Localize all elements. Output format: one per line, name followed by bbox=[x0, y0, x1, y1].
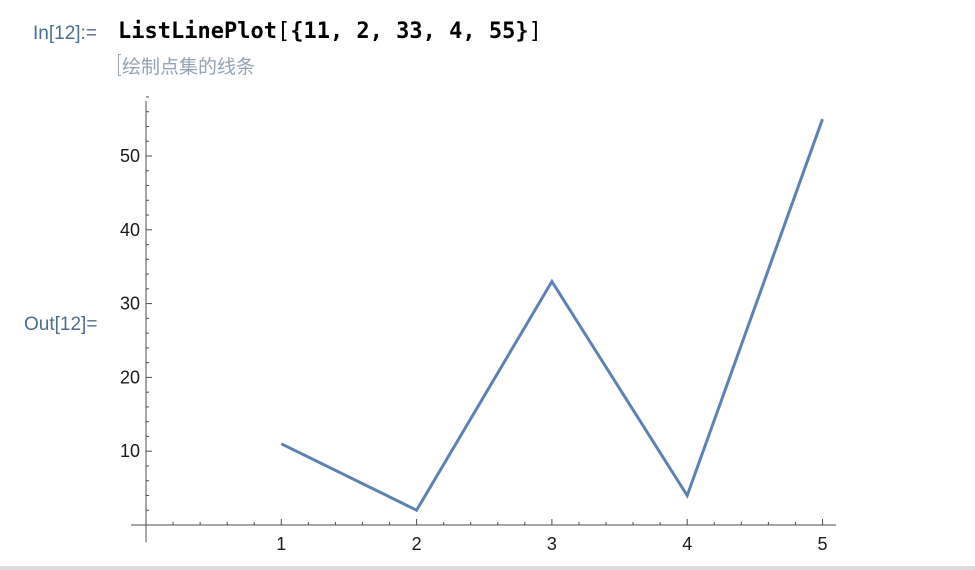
series-line bbox=[280, 118, 824, 513]
autocomplete-hint[interactable]: 绘制点集的线条 bbox=[118, 52, 255, 78]
function-arguments: {11, 2, 33, 4, 55} bbox=[290, 19, 529, 44]
plot-axes: 1 2 3 4 5 10 20 30 40 50 bbox=[120, 96, 837, 554]
function-name: ListLinePlot bbox=[118, 19, 277, 44]
x-tick-label: 5 bbox=[817, 534, 827, 554]
x-tick-label: 3 bbox=[547, 534, 557, 554]
x-tick-label: 4 bbox=[682, 534, 692, 554]
y-tick-label: 10 bbox=[120, 441, 140, 461]
y-tick-label: 50 bbox=[120, 146, 140, 166]
input-cell-label: In[12]:= bbox=[33, 23, 97, 44]
y-tick-label: 30 bbox=[120, 294, 140, 314]
x-tick-label: 2 bbox=[412, 534, 422, 554]
open-bracket: [ bbox=[276, 19, 291, 44]
y-tick-label: 40 bbox=[120, 220, 140, 240]
hint-text: 绘制点集的线条 bbox=[122, 55, 256, 78]
cell-separator bbox=[0, 566, 975, 570]
x-tick-label: 1 bbox=[276, 534, 286, 554]
y-tick-label: 20 bbox=[120, 367, 140, 387]
input-cell[interactable]: ListLinePlot[{11, 2, 33, 4, 55}] bbox=[118, 19, 542, 44]
close-bracket: ] bbox=[528, 19, 542, 44]
output-cell-label: Out[12]= bbox=[24, 314, 98, 335]
plot-series bbox=[280, 118, 824, 513]
hint-bracket-icon bbox=[118, 54, 121, 76]
